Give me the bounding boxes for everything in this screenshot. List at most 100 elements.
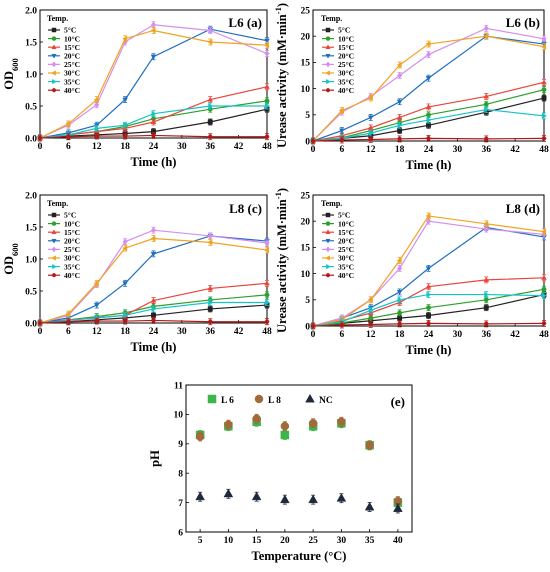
legend-marker xyxy=(325,212,331,218)
legend-entry: 35°C xyxy=(338,262,354,271)
legend-entry: 20°C xyxy=(64,237,80,246)
series-40C xyxy=(310,134,547,145)
data-point xyxy=(365,441,374,450)
data-point xyxy=(541,136,547,141)
data-point xyxy=(208,299,214,306)
data-point xyxy=(540,43,547,50)
x-tick-label: 15 xyxy=(252,536,262,546)
x-axis-label: Time (h) xyxy=(406,343,452,357)
x-tick-label: 0 xyxy=(311,330,316,340)
data-point xyxy=(367,296,373,303)
data-point xyxy=(367,124,374,130)
series-40C xyxy=(37,317,270,327)
data-point xyxy=(264,134,270,139)
data-point xyxy=(37,320,43,326)
legend-marker xyxy=(51,221,57,226)
data-point xyxy=(397,310,403,316)
panel-label: L8 (c) xyxy=(229,201,262,216)
legend-marker xyxy=(51,61,57,68)
data-point xyxy=(426,305,431,311)
y-axis-label-main: pH xyxy=(148,450,162,467)
data-point xyxy=(264,299,271,306)
data-point xyxy=(37,135,43,141)
series-30C xyxy=(309,32,547,145)
data-point xyxy=(425,266,432,272)
y-tick-label: 5 xyxy=(305,296,310,306)
data-point xyxy=(223,488,234,498)
data-point xyxy=(483,136,489,142)
y-axis-label-main: Urease activity (mM·min xyxy=(275,199,289,333)
y-axis-label: pH xyxy=(148,450,162,467)
x-tick-label: 36 xyxy=(206,327,216,337)
data-point xyxy=(264,239,270,247)
legend-entry: 30°C xyxy=(64,69,80,78)
y-axis-label-main: OD xyxy=(2,71,16,90)
data-point xyxy=(367,95,373,101)
x-tick-label: 18 xyxy=(120,327,130,337)
x-tick-label: 12 xyxy=(366,145,376,155)
y-tick-label: 10 xyxy=(301,270,311,280)
y-axis-label: Urease activity (mM·min-1) xyxy=(273,3,289,148)
legend-entry: 10°C xyxy=(338,219,354,228)
data-point xyxy=(94,101,100,108)
data-point xyxy=(122,238,128,245)
legend-marker xyxy=(326,263,331,270)
x-tick-label: 40 xyxy=(393,536,403,546)
x-tick-label: 24 xyxy=(149,142,159,152)
y-axis-label-main: OD xyxy=(2,256,16,275)
y-tick-label: 5 xyxy=(305,111,310,121)
data-point xyxy=(393,503,403,512)
legend: Temp. 5°C10°C15°C20°C25°C30°C35°C40°C xyxy=(321,199,354,280)
data-point xyxy=(93,96,99,103)
data-point xyxy=(94,133,100,139)
data-point xyxy=(483,276,490,282)
y-tick-label: 15 xyxy=(301,59,311,69)
data-point xyxy=(122,35,128,42)
x-tick-label: 25 xyxy=(308,536,318,546)
legend-marker xyxy=(51,255,56,261)
data-point xyxy=(207,27,213,34)
data-point xyxy=(483,321,489,327)
y-tick-label: 20 xyxy=(301,33,311,43)
data-point xyxy=(425,217,432,225)
legend-marker xyxy=(51,238,57,244)
legend-marker xyxy=(51,53,57,59)
legend-marker xyxy=(254,394,264,404)
data-point xyxy=(94,125,100,132)
y-tick-label: 1.5 xyxy=(25,38,37,48)
data-point xyxy=(264,103,271,109)
data-point xyxy=(541,79,547,85)
data-point xyxy=(310,138,316,144)
legend-entry: L 8 xyxy=(268,396,281,406)
data-point xyxy=(396,289,403,295)
data-point xyxy=(396,99,403,105)
x-axis-label: Time (h) xyxy=(131,155,177,169)
data-point xyxy=(540,228,547,235)
data-point xyxy=(310,323,316,329)
data-point xyxy=(397,72,403,79)
data-point xyxy=(397,321,403,327)
data-point xyxy=(151,318,156,323)
legend-marker xyxy=(325,44,331,50)
legend-entry: 35°C xyxy=(64,77,80,86)
data-point xyxy=(484,106,490,113)
data-point xyxy=(264,98,270,104)
x-axis-label: Temperature (°C) xyxy=(252,549,347,563)
data-point xyxy=(65,134,71,139)
data-point xyxy=(207,306,213,312)
data-point xyxy=(264,319,270,324)
data-point xyxy=(339,322,345,328)
x-tick-label: 35 xyxy=(365,536,375,546)
data-point xyxy=(339,128,345,134)
legend-entry: 10°C xyxy=(64,219,80,228)
data-point xyxy=(263,247,270,253)
data-point xyxy=(308,418,318,428)
y-tick-label: 2.0 xyxy=(25,191,37,201)
data-point xyxy=(150,297,157,303)
data-point xyxy=(541,292,548,299)
data-point xyxy=(207,134,213,139)
data-point xyxy=(195,491,205,501)
data-point xyxy=(396,62,402,68)
legend-entry: 40°C xyxy=(64,86,80,95)
data-point xyxy=(263,42,270,49)
